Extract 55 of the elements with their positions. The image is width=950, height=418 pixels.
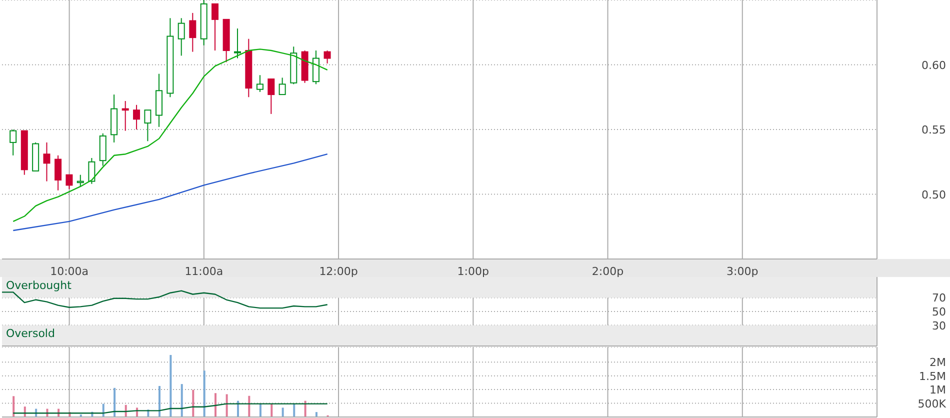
bar [203, 370, 206, 417]
candlestick [256, 74, 264, 92]
y-tick-label: 50 [932, 306, 946, 318]
bar [12, 396, 15, 417]
candlestick [324, 50, 331, 64]
x-tick-label: 3:00p [726, 264, 758, 278]
bar [226, 394, 228, 417]
candlestick [212, 3, 219, 52]
band-label: Oversold [6, 327, 55, 340]
y-tick-label: 1M [930, 384, 946, 397]
candlestick [268, 78, 275, 114]
bar [180, 384, 183, 417]
x-tick-label: 10:00a [50, 264, 89, 278]
bar [315, 412, 318, 417]
bar [214, 393, 217, 417]
y-tick-label: 2M [930, 356, 946, 370]
bar [282, 408, 284, 417]
candlestick [312, 50, 320, 85]
candlestick [122, 100, 129, 132]
y-tick-label: 500K [918, 397, 947, 410]
bar [170, 354, 172, 417]
line-series [2, 290, 328, 309]
line-series [12, 403, 328, 414]
candlestick [43, 142, 50, 182]
candlestick [54, 154, 62, 191]
candlestick [133, 104, 140, 130]
candlestick [66, 174, 73, 190]
line-series [12, 48, 328, 222]
bar [158, 386, 161, 417]
bar [270, 404, 273, 417]
y-tick-label: 1.5M [919, 370, 946, 383]
y-tick-label: 70 [932, 292, 946, 305]
y-tick-label: 30 [932, 319, 946, 332]
candlestick [178, 18, 185, 56]
y-tick-label: 0.60 [922, 58, 946, 72]
candlestick [189, 12, 196, 52]
candlestick [278, 77, 286, 96]
y-tick-label: 0.55 [922, 124, 946, 136]
candlestick [10, 129, 17, 156]
x-tick-label: 1:00p [457, 264, 490, 278]
candlestick [76, 174, 84, 187]
candlestick [144, 110, 152, 142]
bar [259, 404, 262, 417]
bar [192, 390, 194, 417]
candlestick [88, 157, 96, 184]
x-tick-label: 2:00p [592, 264, 624, 278]
y-tick-label: 0.50 [922, 188, 946, 202]
candlestick [234, 28, 241, 59]
bar [293, 404, 296, 417]
bar [114, 388, 116, 417]
band-label: Overbought [6, 278, 72, 292]
line-series [12, 154, 328, 232]
x-tick-label: 12:00p [319, 264, 358, 278]
bar [248, 396, 250, 417]
x-tick-label: 11:00a [184, 264, 224, 278]
